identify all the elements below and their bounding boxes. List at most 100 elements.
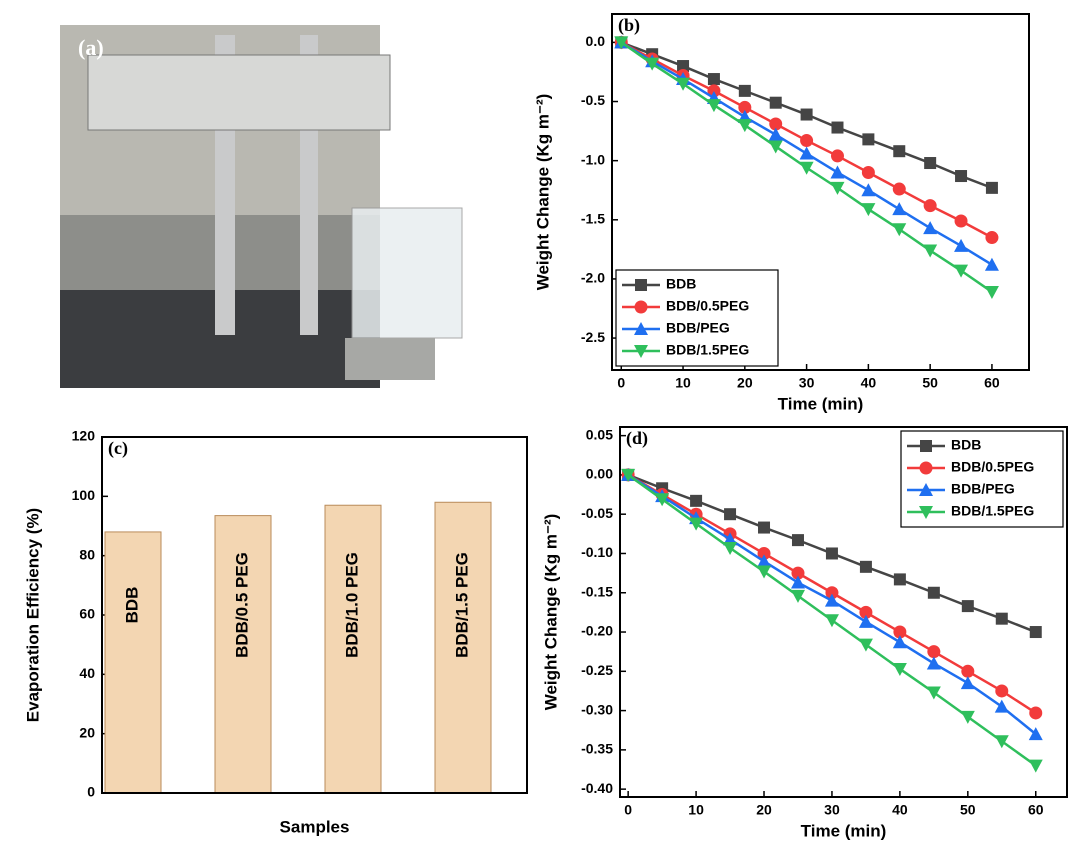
marker: [861, 203, 876, 217]
legend-label: BDB/PEG: [666, 320, 730, 336]
legend-label: BDB/1.5PEG: [666, 342, 749, 358]
x-tick-label: 50: [922, 375, 938, 391]
y-tick-label: -0.05: [581, 505, 613, 521]
marker: [790, 589, 805, 603]
bar-label: BDB/1.0 PEG: [342, 552, 361, 658]
y-tick-label: 0.05: [586, 426, 613, 442]
y-tick-label: 120: [72, 428, 96, 444]
marker: [824, 614, 839, 628]
x-tick-label: 0: [624, 802, 632, 818]
legend-label: BDB/0.5PEG: [666, 298, 749, 314]
marker: [799, 146, 814, 160]
marker: [892, 635, 907, 649]
marker: [690, 494, 703, 507]
marker: [791, 566, 805, 580]
legend-marker: [634, 322, 648, 335]
marker: [861, 165, 875, 179]
y-axis-title: Weight Change (Kg m⁻²): [533, 94, 552, 291]
x-tick-label: 30: [799, 375, 815, 391]
marker: [859, 560, 872, 573]
bar: [324, 504, 382, 794]
marker: [961, 664, 975, 678]
bar: [434, 501, 492, 794]
x-tick-label: 40: [861, 375, 877, 391]
marker: [955, 170, 968, 183]
y-tick-label: 40: [79, 665, 95, 681]
marker: [926, 656, 941, 670]
marker: [757, 565, 772, 579]
marker: [707, 73, 720, 86]
marker: [738, 100, 752, 114]
marker: [892, 662, 907, 676]
marker: [960, 710, 975, 724]
marker: [791, 534, 804, 547]
marker: [830, 149, 844, 163]
marker: [757, 546, 771, 560]
marker: [707, 84, 721, 98]
panel-label: (a): [78, 35, 104, 60]
legend-marker: [920, 440, 932, 452]
marker: [824, 593, 839, 607]
marker: [858, 638, 873, 652]
marker: [723, 541, 738, 555]
x-axis-title: Time (min): [801, 821, 887, 840]
y-tick-label: 0.0: [586, 33, 606, 49]
plot-frame: [619, 426, 1068, 798]
marker: [825, 547, 838, 560]
x-axis-title: Samples: [280, 817, 350, 836]
y-tick-label: -1.5: [581, 210, 605, 226]
marker: [892, 202, 907, 216]
y-tick-label: 0.00: [586, 466, 613, 482]
marker: [689, 517, 704, 531]
marker: [790, 575, 805, 589]
x-tick-label: 20: [756, 802, 772, 818]
legend-label: BDB/PEG: [951, 481, 1015, 497]
marker: [861, 183, 876, 197]
x-tick-label: 50: [960, 802, 976, 818]
marker: [892, 223, 907, 237]
marker: [1029, 706, 1043, 720]
marker: [893, 573, 906, 586]
marker: [858, 614, 873, 628]
bar: [104, 531, 162, 794]
y-tick-label: 20: [79, 724, 95, 740]
marker: [893, 625, 907, 639]
marker: [676, 77, 691, 91]
marker: [994, 735, 1009, 749]
marker: [927, 586, 940, 599]
marker: [961, 600, 974, 613]
y-tick-label: -0.20: [581, 623, 613, 639]
marker: [893, 145, 906, 158]
legend-marker: [919, 461, 933, 475]
marker: [830, 181, 845, 195]
marker: [923, 199, 937, 213]
x-tick-label: 30: [824, 802, 840, 818]
y-axis-title: Weight Change (Kg m⁻²): [541, 514, 560, 711]
marker: [831, 121, 844, 134]
marker: [927, 645, 941, 659]
legend-label: BDB: [951, 437, 981, 453]
legend-label: BDB/0.5PEG: [951, 459, 1034, 475]
marker: [800, 108, 813, 121]
marker: [724, 508, 737, 521]
legend-marker: [919, 483, 933, 496]
marker: [984, 257, 999, 271]
y-tick-label: -0.40: [581, 780, 613, 796]
marker: [800, 134, 814, 148]
legend-label: BDB: [666, 276, 696, 292]
y-tick-label: -1.0: [581, 151, 605, 167]
photo: (a): [60, 25, 463, 388]
y-tick-label: -0.35: [581, 741, 613, 757]
marker: [1028, 759, 1043, 773]
marker: [923, 221, 938, 235]
legend-marker: [634, 345, 648, 358]
y-axis-title: Evaporation Efficiency (%): [23, 508, 42, 722]
x-tick-label: 0: [617, 375, 625, 391]
marker: [677, 60, 690, 73]
marker: [769, 117, 783, 131]
marker: [655, 493, 670, 507]
x-tick-label: 60: [984, 375, 1000, 391]
marker: [862, 133, 875, 146]
marker: [757, 554, 772, 568]
